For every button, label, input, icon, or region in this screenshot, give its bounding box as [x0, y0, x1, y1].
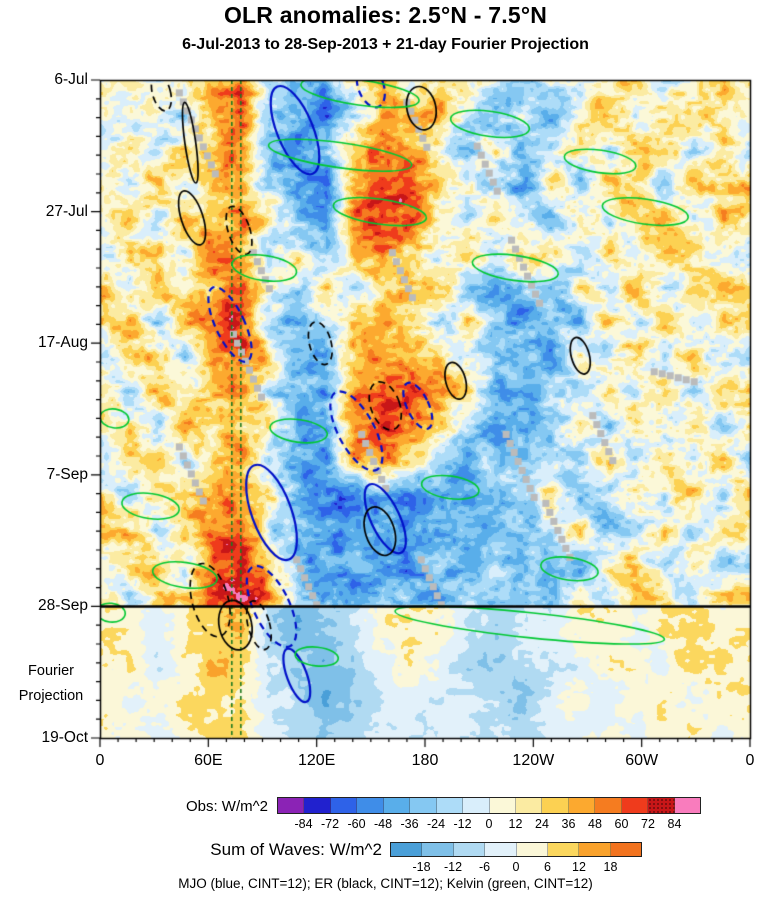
x-tick-label: 60W — [625, 752, 659, 769]
colorbar-tick-label: 84 — [667, 817, 682, 831]
colorbar-tick-label: 60 — [614, 817, 629, 831]
x-tick-label: 120W — [512, 752, 555, 769]
colorbar-tick-label: 48 — [588, 817, 602, 831]
colorbar-tick-label: 36 — [561, 817, 576, 831]
colorbar-tick-label: 0 — [485, 817, 493, 831]
colorbar-segment — [410, 798, 437, 813]
colorbar-segment — [391, 843, 423, 856]
y-tick-label: 27-Jul — [45, 202, 88, 220]
y-tick-label: 19-Oct — [41, 729, 88, 746]
colorbar-segment — [485, 843, 517, 856]
y-tick-label: 28-Sep — [38, 597, 88, 615]
y-tick-label: 17-Aug — [38, 334, 88, 352]
colorbar-segment — [568, 798, 596, 813]
colorbar-segment — [453, 843, 486, 856]
colorbar-segment — [547, 843, 580, 856]
x-tick-label: 180 — [411, 752, 439, 769]
colorbar-segment — [595, 798, 622, 813]
colorbar-segment — [674, 798, 700, 813]
colorbar-segment — [330, 798, 358, 813]
colorbar-segment — [278, 798, 305, 813]
contour-legend-caption: MJO (blue, CINT=12); ER (black, CINT=12)… — [178, 876, 593, 891]
colorbar-tick-label: -84 — [294, 817, 313, 831]
colorbar-segment — [542, 798, 569, 813]
colorbar-tick-label: 12 — [572, 860, 586, 874]
colorbar-tick-label: -60 — [347, 817, 366, 831]
x-tick-label: 120E — [297, 752, 336, 769]
x-tick-label: 0 — [95, 752, 105, 769]
colorbar-tick-label: -36 — [400, 817, 419, 831]
colorbar-segment — [463, 798, 490, 813]
colorbar-tick-label: 24 — [535, 817, 549, 831]
colorbar-tick-label: 12 — [508, 817, 523, 831]
colorbar-tick-label: 0 — [512, 860, 520, 874]
hovmoller-plot-canvas — [0, 0, 771, 760]
colorbar-segment — [489, 798, 516, 813]
obs-colorbar-label: Obs: W/m^2 — [185, 798, 268, 815]
colorbar-tick-label: -72 — [320, 817, 340, 831]
waves-colorbar-label: Sum of Waves: W/m^2 — [210, 840, 382, 859]
y-tick-label: 7-Sep — [46, 465, 88, 483]
colorbar-segment — [648, 798, 675, 813]
colorbar-tick-label: -18 — [412, 860, 431, 874]
x-tick-label: 60E — [194, 752, 223, 769]
colorbar-tick-label: -12 — [443, 860, 463, 874]
colorbar — [277, 797, 701, 814]
x-tick-label: 0 — [745, 752, 755, 769]
fourier-projection-label-line1: Fourier — [28, 663, 74, 679]
colorbar-segment — [422, 843, 454, 856]
colorbar-segment — [383, 798, 411, 813]
colorbar-segment — [579, 843, 611, 856]
colorbar-segment — [610, 843, 641, 856]
fourier-projection-label-line2: Projection — [18, 688, 84, 704]
colorbar-tick-label: 18 — [603, 860, 618, 874]
colorbar-tick-label: -48 — [373, 817, 393, 831]
colorbar-segment — [516, 843, 548, 856]
colorbar-segment — [304, 798, 331, 813]
colorbar-tick-label: -6 — [478, 860, 491, 874]
colorbar — [390, 842, 642, 857]
colorbar-segment — [436, 798, 464, 813]
colorbar-tick-label: 6 — [544, 860, 551, 874]
colorbar-tick-label: 72 — [641, 817, 655, 831]
colorbar-tick-label: -12 — [453, 817, 472, 831]
colorbar-tick-label: -24 — [426, 817, 446, 831]
y-tick-label: 6-Jul — [54, 71, 88, 88]
colorbar-segment — [515, 798, 543, 813]
colorbar-segment — [621, 798, 649, 813]
colorbar-segment — [357, 798, 384, 813]
